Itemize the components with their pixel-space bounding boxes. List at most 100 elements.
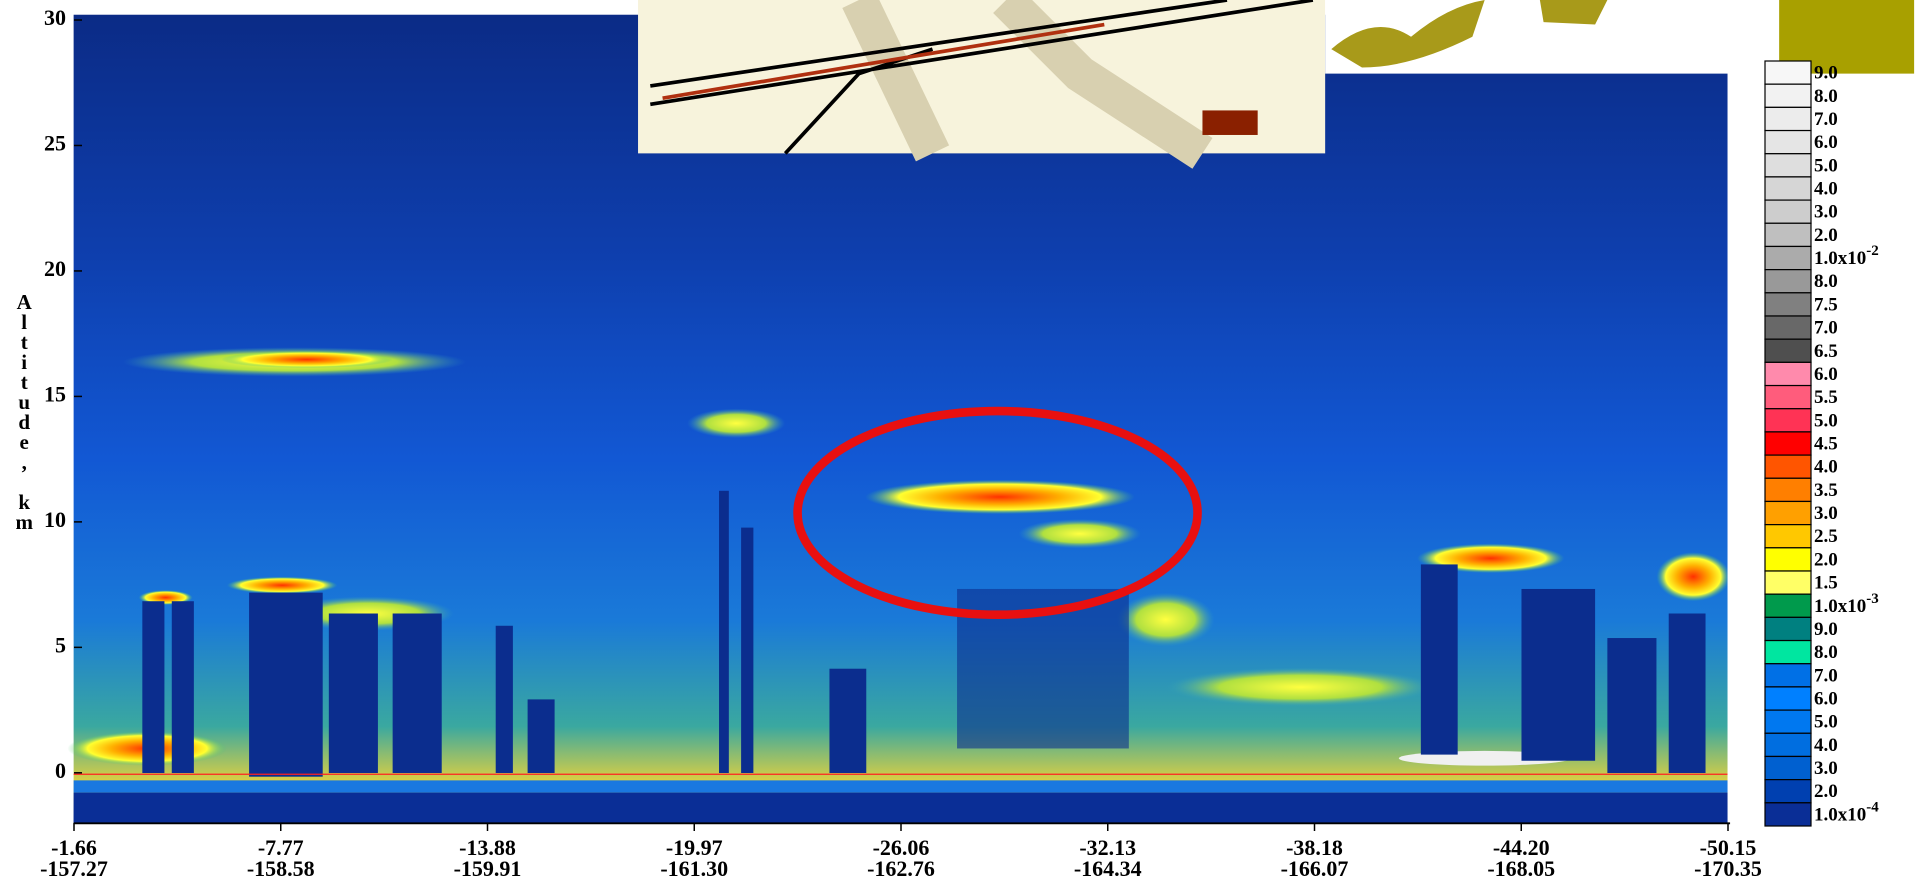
colorbar-label-text: 8.0 — [1814, 272, 1838, 293]
colorbar-swatch — [1764, 500, 1812, 526]
colorbar-label: 3.0 — [1814, 503, 1838, 524]
colorbar-label: 5.0 — [1814, 712, 1838, 733]
y-tick-label: 5 — [55, 632, 66, 657]
colorbar-swatch — [1764, 338, 1812, 363]
curtain-image — [67, 0, 1915, 825]
colorbar-label: 1.0x10-3 — [1814, 591, 1879, 617]
colorbar-swatch — [1764, 408, 1812, 433]
colorbar-swatch — [1764, 292, 1812, 317]
colorbar-label-text: 6.0 — [1814, 364, 1838, 385]
colorbar-swatch — [1764, 709, 1812, 734]
colorbar-label: 7.0 — [1814, 109, 1838, 130]
colorbar-label: 9.0 — [1814, 619, 1838, 640]
colorbar-swatch — [1764, 129, 1812, 155]
colorbar-label-text: 8.0 — [1814, 86, 1838, 107]
colorbar-label-text: 5.0 — [1814, 712, 1838, 733]
colorbar-label-exponent: -2 — [1866, 243, 1879, 259]
colorbar-swatch — [1764, 802, 1812, 827]
colorbar-label-text: 3.0 — [1814, 503, 1838, 524]
colorbar-label-text: 5.5 — [1814, 387, 1838, 408]
colorbar-swatch — [1764, 153, 1812, 178]
colorbar-label-text: 2.0 — [1814, 550, 1838, 571]
colorbar-label: 6.0 — [1814, 689, 1838, 710]
y-tick-label: 30 — [44, 5, 66, 30]
colorbar-label-text: 7.0 — [1814, 109, 1838, 130]
x-tick-label: -170.35 — [1694, 856, 1762, 881]
colorbar-label: 6.0 — [1814, 132, 1838, 153]
colorbar-label-text: 2.0 — [1814, 225, 1838, 246]
x-tick-label: -32.13 — [1079, 835, 1136, 860]
colorbar-swatch — [1764, 83, 1812, 108]
colorbar-label-text: 6.0 — [1814, 689, 1838, 710]
x-tick-label: -7.77 — [258, 835, 304, 860]
colorbar-label: 2.0 — [1814, 225, 1838, 246]
colorbar-swatch — [1764, 269, 1812, 294]
colorbar-label-text: 4.0 — [1814, 457, 1838, 478]
colorbar-label: 1.0x10-2 — [1814, 243, 1879, 269]
colorbar-swatch — [1764, 315, 1812, 340]
colorbar-swatch — [1764, 547, 1812, 572]
colorbar-swatch — [1764, 245, 1812, 271]
colorbar-swatch — [1764, 454, 1812, 479]
colorbar-swatch — [1764, 524, 1812, 549]
x-tick-label: -164.34 — [1074, 856, 1142, 881]
colorbar-label-exponent: -4 — [1866, 800, 1879, 816]
colorbar-swatch — [1764, 222, 1812, 248]
colorbar-label-text: 1.5 — [1814, 573, 1838, 594]
colorbar-label-exponent: -3 — [1866, 591, 1879, 607]
colorbar-swatch — [1764, 361, 1812, 387]
colorbar-label: 4.0 — [1814, 457, 1838, 478]
colorbar-label: 1.0x10-4 — [1814, 800, 1879, 826]
colorbar-label: 7.5 — [1814, 295, 1838, 316]
colorbar-swatch — [1764, 477, 1812, 503]
colorbar-label-text: 6.5 — [1814, 341, 1838, 362]
colorbar-label: 7.0 — [1814, 318, 1838, 339]
colorbar-swatch — [1764, 570, 1812, 595]
colorbar-swatch — [1764, 106, 1812, 132]
colorbar-label: 6.0 — [1814, 364, 1838, 385]
x-tick-label: -162.76 — [867, 856, 935, 881]
colorbar-label: 8.0 — [1814, 642, 1838, 663]
x-tick-label: -159.91 — [454, 856, 522, 881]
colorbar-label-text: 1.0x10 — [1814, 596, 1866, 617]
y-axis-label: Altitude, km — [12, 290, 36, 530]
colorbar-swatch — [1764, 593, 1812, 618]
colorbar-label-text: 9.0 — [1814, 619, 1838, 640]
y-tick-label: 25 — [44, 131, 66, 156]
colorbar-label: 6.5 — [1814, 341, 1838, 362]
colorbar-swatch — [1764, 755, 1812, 781]
colorbar-label: 9.0 — [1814, 63, 1838, 84]
colorbar-label-text: 2.0 — [1814, 782, 1838, 803]
colorbar-label: 4.0 — [1814, 735, 1838, 756]
x-tick-label: -168.05 — [1487, 856, 1555, 881]
colorbar-label-text: 9.0 — [1814, 63, 1838, 84]
colorbar-label: 2.0 — [1814, 550, 1838, 571]
x-tick-label: -26.06 — [873, 835, 930, 860]
colorbar-label: 4.0 — [1814, 179, 1838, 200]
colorbar-swatch — [1764, 176, 1812, 201]
colorbar-label: 3.0 — [1814, 758, 1838, 779]
x-tick-label: -161.30 — [660, 856, 728, 881]
x-tick-label: -157.27 — [40, 856, 108, 881]
colorbar-label: 1.5 — [1814, 573, 1838, 594]
x-tick-label: -13.88 — [459, 835, 516, 860]
x-tick-label: -19.97 — [666, 835, 723, 860]
colorbar-label-text: 8.0 — [1814, 642, 1838, 663]
y-tick-label: 15 — [44, 381, 66, 406]
colorbar-label: 3.5 — [1814, 480, 1838, 501]
colorbar-label-text: 6.0 — [1814, 132, 1838, 153]
colorbar-label-text: 4.5 — [1814, 434, 1838, 455]
colorbar-swatch — [1764, 732, 1812, 758]
colorbar-label-text: 2.5 — [1814, 527, 1838, 548]
x-tick-label: -166.07 — [1281, 856, 1349, 881]
x-tick-label: -38.18 — [1286, 835, 1343, 860]
y-tick-label: 20 — [44, 256, 66, 281]
x-tick-label: -1.66 — [51, 835, 97, 860]
colorbar-label: 8.0 — [1814, 272, 1838, 293]
colorbar-swatch — [1764, 616, 1812, 642]
colorbar-swatch — [1764, 779, 1812, 804]
colorbar-swatch — [1764, 431, 1812, 456]
colorbar-label: 5.0 — [1814, 156, 1838, 177]
colorbar-swatch — [1764, 639, 1812, 665]
